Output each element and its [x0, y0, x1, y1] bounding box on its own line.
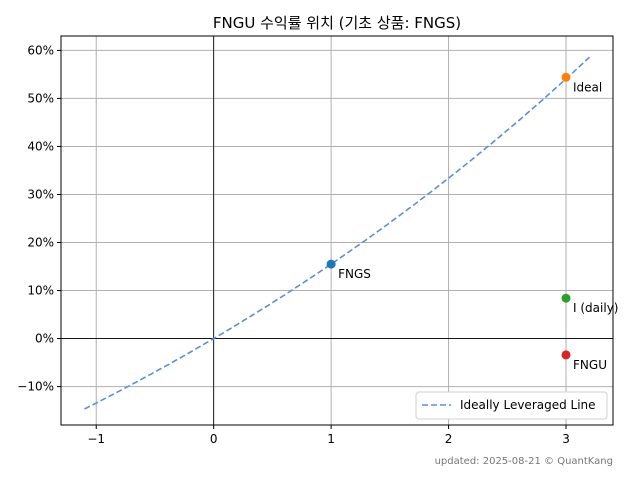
- point-label-fngu: FNGU: [573, 358, 607, 372]
- chart-title: FNGU 수익률 위치 (기초 상품: FNGS): [213, 14, 461, 32]
- point-i-daily: [561, 293, 571, 303]
- y-tick-label: −10%: [17, 380, 54, 394]
- plot-frame: [60, 35, 614, 426]
- point-fngs: [326, 259, 336, 269]
- tick-labels: −1 0 1 2 3 −10% 0% 10% 20% 30% 40% 50% 60%: [17, 43, 570, 446]
- points-layer: FNGS Ideal I (daily) FNGU: [326, 72, 618, 372]
- legend-label: Ideally Leveraged Line: [460, 398, 596, 412]
- x-tick-label: 0: [210, 432, 218, 446]
- footer-credit: updated: 2025-08-21 © QuantKang: [435, 456, 613, 467]
- y-tick-label: 60%: [27, 43, 54, 57]
- ideal-leveraged-line: [84, 56, 591, 410]
- y-tick-label: 10%: [27, 284, 54, 298]
- point-label-fngs: FNGS: [338, 267, 371, 281]
- point-label-i-daily: I (daily): [573, 301, 618, 315]
- y-tick-label: 30%: [27, 187, 54, 201]
- grid: [61, 36, 613, 425]
- y-tick-label: 0%: [35, 332, 54, 346]
- ideal-line-layer: [84, 56, 591, 410]
- x-tick-label: 3: [562, 432, 570, 446]
- point-label-ideal: Ideal: [573, 80, 602, 94]
- point-ideal: [561, 72, 571, 82]
- y-tick-label: 20%: [27, 236, 54, 250]
- y-tick-label: 50%: [27, 91, 54, 105]
- x-tick-label: −1: [87, 432, 105, 446]
- axes: [61, 36, 613, 425]
- point-fngu: [561, 350, 571, 360]
- legend-box: [415, 391, 608, 420]
- legend: Ideally Leveraged Line: [415, 391, 608, 420]
- x-tick-label: 1: [327, 432, 335, 446]
- y-tick-label: 40%: [27, 139, 54, 153]
- x-tick-label: 2: [445, 432, 453, 446]
